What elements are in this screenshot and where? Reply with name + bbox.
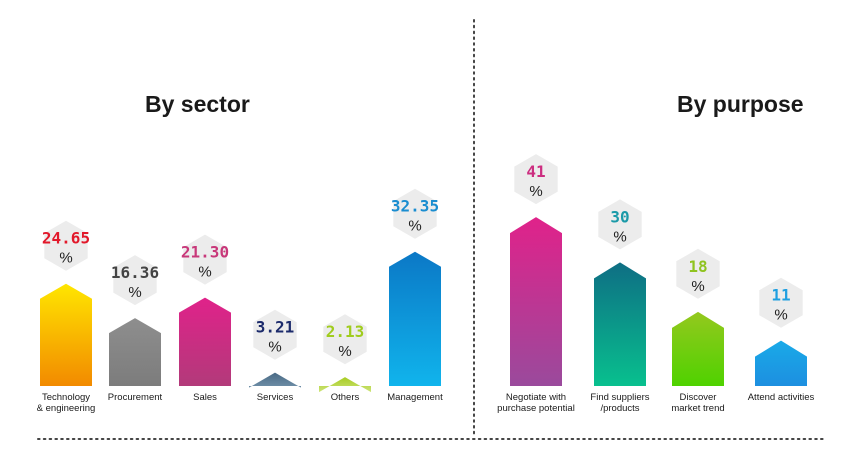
bar-purpose-2 (672, 311, 724, 386)
category-label-sector-0: Technology & engineering (37, 392, 96, 414)
category-label-sector-5: Management (387, 392, 443, 403)
value-badge-purpose-3 (759, 277, 803, 328)
unit-label-purpose-0: % (529, 183, 542, 200)
unit-label-sector-5: % (408, 218, 421, 235)
unit-label-sector-0: % (59, 250, 72, 267)
unit-label-sector-1: % (128, 284, 141, 301)
value-label-purpose-2: 18 (688, 257, 707, 276)
bar-sector-5 (389, 251, 441, 386)
category-label-sector-4: Others (331, 392, 360, 403)
category-label-purpose-3: Attend activities (748, 392, 815, 403)
category-label-purpose-0: Negotiate with purchase potential (497, 392, 575, 414)
value-badge-sector-5 (393, 188, 437, 239)
unit-label-purpose-3: % (774, 307, 787, 324)
unit-label-purpose-2: % (691, 278, 704, 295)
chart-title-by-sector: By sector (145, 91, 250, 117)
category-label-sector-2: Sales (193, 392, 217, 403)
value-badge-sector-1 (113, 255, 157, 306)
bar-sector-3 (249, 372, 301, 388)
value-label-sector-1: 16.36 (111, 263, 159, 282)
value-badge-sector-2 (183, 234, 227, 285)
bar-sector-0 (40, 283, 92, 386)
value-label-sector-4: 2.13 (326, 322, 365, 341)
bar-purpose-3 (755, 340, 807, 386)
bar-sector-2 (179, 297, 231, 386)
unit-label-purpose-1: % (613, 228, 626, 245)
value-label-purpose-3: 11 (771, 286, 790, 305)
value-badge-purpose-1 (598, 199, 642, 250)
bar-purpose-0 (510, 217, 562, 386)
value-label-sector-3: 3.21 (256, 318, 295, 337)
value-badge-purpose-2 (676, 248, 720, 299)
unit-label-sector-2: % (198, 264, 211, 281)
value-badge-sector-4 (323, 314, 367, 365)
value-label-sector-2: 21.30 (181, 243, 229, 262)
value-label-sector-5: 32.35 (391, 197, 439, 216)
category-label-purpose-2: Discover market trend (671, 392, 724, 414)
category-label-sector-3: Services (257, 392, 294, 403)
value-badge-sector-0 (44, 220, 88, 271)
bar-sector-4 (319, 377, 371, 393)
unit-label-sector-4: % (338, 343, 351, 360)
value-label-purpose-1: 30 (610, 207, 629, 226)
value-badge-purpose-0 (514, 154, 558, 205)
unit-label-sector-3: % (268, 339, 281, 356)
bar-purpose-1 (594, 262, 646, 386)
bar-sector-1 (109, 318, 161, 386)
value-label-purpose-0: 41 (526, 162, 545, 181)
category-label-purpose-1: Find suppliers/products (590, 392, 649, 414)
value-label-sector-0: 24.65 (42, 229, 90, 248)
category-label-sector-1: Procurement (108, 392, 163, 403)
value-badge-sector-3 (253, 309, 297, 360)
chart-title-by-purpose: By purpose (677, 91, 804, 117)
